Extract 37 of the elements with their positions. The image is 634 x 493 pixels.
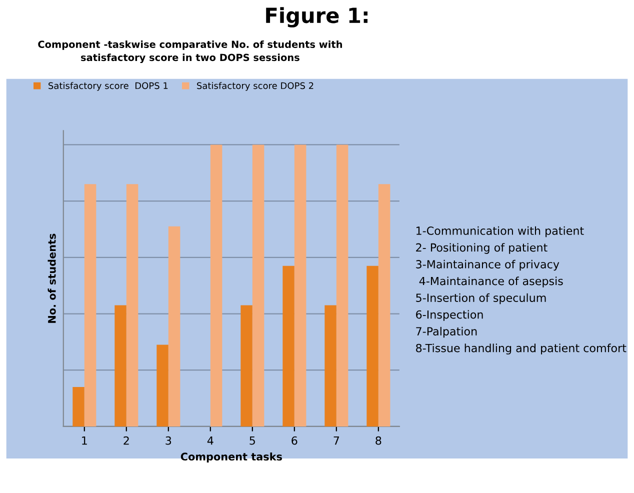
x-tick-label: 4 [207, 436, 214, 445]
x-tick-label: 2 [124, 436, 129, 445]
bar [336, 144, 348, 426]
text: 3-Maintainance of privacy [416, 260, 560, 271]
text: 4-Maintainance of asepsis [419, 276, 563, 288]
y-axis-title: No. of students [48, 234, 56, 323]
text: 8-Tissue handling and patient comfort [416, 344, 626, 354]
legend-label: Satisfactory score DOPS 1 [48, 82, 168, 91]
bar [84, 184, 96, 426]
x-tick-label: 6 [292, 436, 298, 445]
x-tick-label: 7 [334, 436, 339, 445]
text: 2- Positioning of patient [416, 243, 548, 254]
text: 7-Palpation [416, 326, 477, 338]
chart-title: Figure 1: [266, 7, 368, 28]
x-axis-title: Component tasks [180, 452, 282, 463]
chart-subtitle: Component -taskwise comparative No. of students with satisfactory score in two DOPS sessions [38, 40, 342, 64]
text: 5-Insertion of speculum [416, 293, 546, 304]
legend-label: Satisfactory score DOPS 2 [197, 82, 314, 91]
bar [156, 344, 168, 426]
bar [72, 387, 84, 426]
text: 1-Communication with patient [416, 226, 584, 238]
bar [210, 144, 222, 426]
bar [366, 266, 378, 426]
x-tick-label: 1 [82, 436, 87, 445]
bar [252, 144, 264, 426]
bar [114, 305, 126, 426]
bar [294, 144, 306, 426]
bar [168, 226, 180, 426]
bar [126, 184, 138, 426]
x-tick-label: 8 [376, 436, 382, 445]
x-tick-label: 5 [250, 436, 255, 445]
x-tick-label: 3 [166, 436, 172, 445]
bar [282, 266, 294, 426]
text: 6-Inspection [416, 310, 483, 321]
bar [378, 184, 390, 426]
bar [324, 305, 336, 426]
bar [240, 305, 252, 426]
